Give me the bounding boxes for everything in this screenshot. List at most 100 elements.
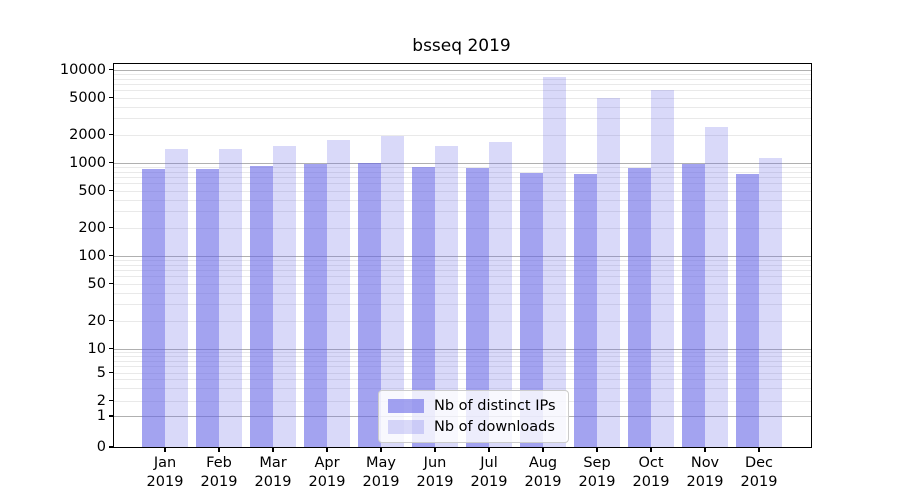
- bar-distinct-ips: [196, 168, 219, 447]
- x-label-year: 2019: [200, 474, 238, 490]
- minor-gridline: [114, 388, 811, 390]
- x-label-year: 2019: [632, 474, 670, 490]
- x-label-year: 2019: [470, 474, 508, 490]
- x-tick-label: Oct 2019: [623, 454, 679, 492]
- x-tick-label: Jan 2019: [137, 454, 193, 492]
- minor-gridline: [114, 106, 811, 108]
- y-tick-mark: [109, 96, 113, 99]
- x-label-month: Feb: [206, 455, 232, 471]
- bar-downloads: [705, 127, 728, 447]
- bar-distinct-ips: [412, 167, 435, 447]
- y-tick-mark: [109, 371, 113, 374]
- y-tick-label: 1: [96, 408, 106, 424]
- bar-distinct-ips: [304, 164, 327, 447]
- x-label-year: 2019: [254, 474, 292, 490]
- minor-gridline: [114, 283, 811, 285]
- y-tick-mark: [109, 68, 113, 71]
- x-tick-mark: [488, 448, 490, 452]
- x-label-month: May: [366, 455, 396, 471]
- bar-downloads: [165, 149, 188, 447]
- bar-distinct-ips: [358, 162, 381, 447]
- x-tick-mark: [704, 448, 706, 452]
- x-label-year: 2019: [362, 474, 400, 490]
- x-tick-mark: [218, 448, 220, 452]
- x-tick-label: Apr 2019: [299, 454, 355, 492]
- minor-gridline: [114, 352, 811, 354]
- y-tick-mark: [109, 446, 113, 448]
- y-tick-label: 5000: [69, 89, 106, 106]
- y-tick-mark: [109, 415, 113, 417]
- x-label-month: Jan: [153, 455, 177, 471]
- y-tick-label: 10000: [59, 61, 106, 78]
- minor-gridline: [114, 83, 811, 85]
- y-tick-mark: [109, 347, 113, 350]
- y-tick-label: 100: [78, 247, 106, 264]
- x-label-month: Nov: [690, 455, 720, 471]
- x-tick-label: Feb 2019: [191, 454, 247, 492]
- minor-gridline: [114, 360, 811, 362]
- bar-distinct-ips: [682, 164, 705, 447]
- legend-swatch-distinct-ips: [388, 399, 424, 413]
- major-gridline: [114, 348, 811, 350]
- bar-distinct-ips: [628, 167, 651, 447]
- x-tick-mark: [434, 448, 436, 452]
- y-tick-label: 2000: [69, 126, 106, 143]
- bar-downloads: [381, 136, 404, 447]
- bar-downloads: [435, 145, 458, 447]
- minor-gridline: [114, 292, 811, 294]
- x-label-month: Sep: [583, 455, 611, 471]
- minor-gridline: [114, 78, 811, 80]
- x-tick-label: Sep 2019: [569, 454, 625, 492]
- y-tick-mark: [109, 282, 113, 285]
- x-label-year: 2019: [740, 474, 778, 490]
- bar-downloads: [327, 139, 350, 447]
- minor-gridline: [114, 372, 811, 374]
- bar-downloads: [759, 157, 782, 447]
- bar-distinct-ips: [736, 173, 759, 447]
- x-tick-mark: [542, 448, 544, 452]
- y-tick-label: 500: [78, 182, 106, 199]
- x-label-year: 2019: [416, 474, 454, 490]
- x-label-month: Dec: [744, 455, 774, 471]
- minor-gridline: [114, 356, 811, 358]
- bar-distinct-ips: [574, 174, 597, 447]
- bar-distinct-ips: [142, 169, 165, 447]
- minor-gridline: [114, 211, 811, 213]
- y-tick-label: 1000: [69, 154, 106, 171]
- y-tick-mark: [109, 226, 113, 229]
- bar-distinct-ips: [520, 172, 543, 447]
- minor-gridline: [114, 366, 811, 368]
- y-tick-mark: [109, 161, 113, 164]
- major-gridline: [114, 162, 811, 164]
- y-tick-mark: [109, 319, 113, 322]
- x-tick-label: Nov 2019: [677, 454, 733, 492]
- legend-swatch-downloads: [388, 420, 424, 434]
- minor-gridline: [114, 73, 811, 75]
- y-tick-label: 2: [96, 392, 106, 409]
- legend-label-downloads: Nb of downloads: [434, 419, 555, 435]
- bar-downloads: [273, 145, 296, 447]
- y-tick-label: 50: [87, 275, 106, 292]
- legend-label-distinct-ips: Nb of distinct IPs: [434, 398, 556, 414]
- y-tick-mark: [109, 399, 113, 402]
- bar-distinct-ips: [250, 165, 273, 447]
- x-label-month: Jul: [480, 455, 498, 471]
- minor-gridline: [114, 171, 811, 173]
- minor-gridline: [114, 199, 811, 201]
- x-label-year: 2019: [308, 474, 346, 490]
- y-tick-label: 0: [96, 439, 106, 455]
- minor-gridline: [114, 276, 811, 278]
- minor-gridline: [114, 166, 811, 168]
- y-tick-mark: [109, 254, 113, 257]
- bar-downloads: [651, 89, 674, 447]
- minor-gridline: [114, 227, 811, 229]
- minor-gridline: [114, 269, 811, 271]
- legend: Nb of distinct IPs Nb of downloads: [378, 390, 569, 443]
- bar-downloads: [597, 97, 620, 447]
- x-label-month: Aug: [528, 455, 558, 471]
- y-tick-label: 10: [87, 340, 106, 357]
- y-tick-label: 200: [78, 219, 106, 236]
- minor-gridline: [114, 97, 811, 99]
- minor-gridline: [114, 264, 811, 266]
